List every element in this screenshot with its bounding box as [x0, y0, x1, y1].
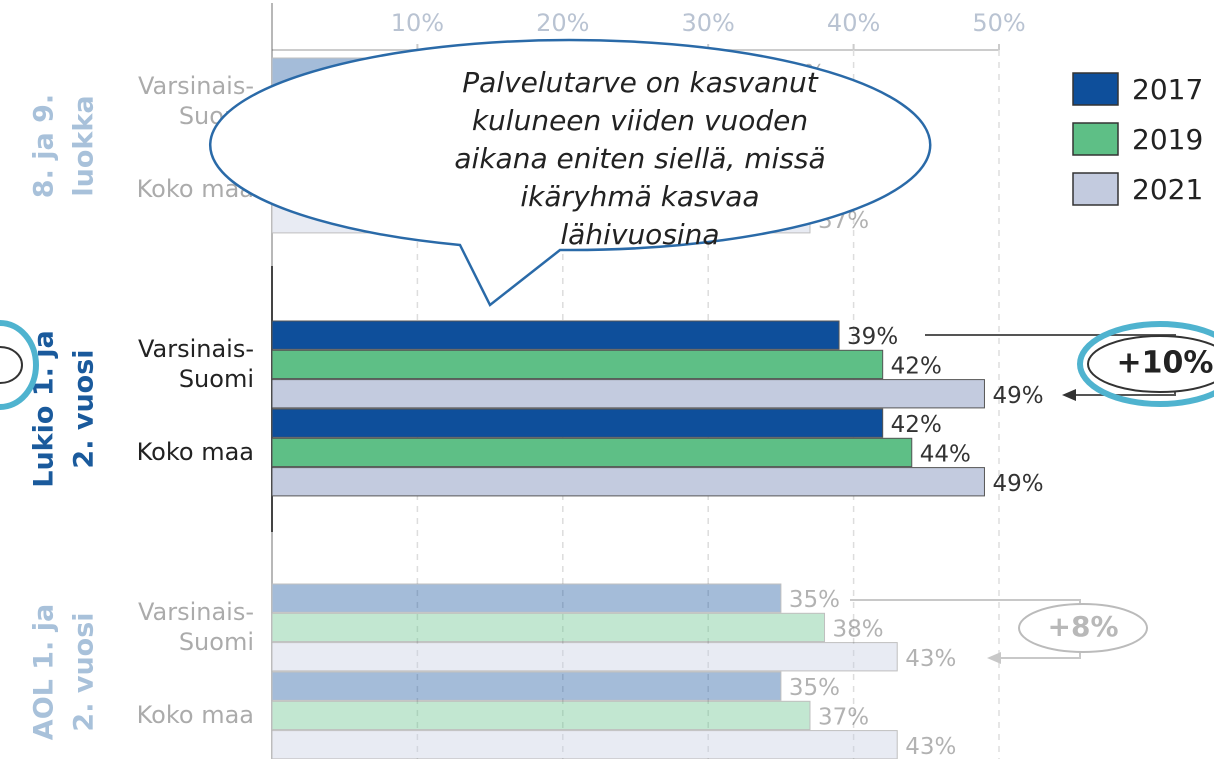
x-tick-label: 30%: [682, 9, 735, 37]
callout-text: ikäryhmä kasvaa: [520, 180, 759, 213]
bar: [271, 583, 782, 613]
group-label: 8. ja 9.: [29, 94, 60, 198]
category-label: Suomi: [179, 628, 254, 656]
callout-text: aikana eniten siellä, missä: [454, 142, 825, 175]
highlight-ring: [1077, 321, 1214, 407]
legend-label: 2021: [1132, 173, 1203, 206]
x-tick-label: 40%: [827, 9, 880, 37]
value-label: 44%: [920, 441, 971, 467]
category-label: Varsinais-: [138, 72, 254, 100]
bar: [271, 437, 913, 468]
x-tick-label: 50%: [972, 9, 1025, 37]
bar: [271, 349, 884, 380]
annotation: +8%: [1048, 610, 1119, 643]
connectors: +10% +8%: [0, 320, 1214, 664]
bar: [271, 320, 840, 350]
value-label: 37%: [818, 704, 869, 730]
category-label: Koko maa: [137, 438, 254, 466]
category-label: Suomi: [179, 365, 254, 393]
legend-swatch: [1072, 172, 1119, 206]
category-label: Varsinais-: [138, 335, 254, 363]
callout-text: Palvelutarve on kasvanut: [462, 66, 818, 99]
value-label: 38%: [833, 616, 884, 642]
group: Lukio 1. ja 2. vuosiVarsinais-Suomi39%42%…: [29, 266, 1044, 532]
x-tick-label: 10%: [391, 9, 444, 37]
group-label: luokka: [69, 95, 100, 196]
annotation: +10%: [1117, 346, 1214, 381]
group: AOL 1. ja 2. vuosi Varsinais-Suomi 35% 38% 43…: [29, 529, 956, 759]
bar: [271, 467, 985, 497]
callout: Palvelutarve on kasvanut kuluneen viiden …: [208, 38, 932, 307]
value-label: 35%: [789, 587, 840, 613]
legend-label: 2019: [1132, 123, 1203, 156]
legend-label: 2017: [1132, 73, 1203, 106]
value-label: 43%: [905, 646, 956, 672]
callout-text: lähivuosina: [560, 218, 719, 251]
annotation-oval: [1087, 335, 1214, 393]
annotation-oval: [1018, 603, 1148, 653]
group-label: AOL 1. ja: [29, 604, 60, 740]
category-label: Koko maa: [137, 701, 254, 729]
value-label: 42%: [891, 353, 942, 379]
arrow-head: [987, 652, 1001, 664]
bar: [271, 730, 898, 759]
value-label: 49%: [992, 383, 1043, 409]
bar: [271, 379, 985, 409]
arrow-head: [1062, 389, 1076, 401]
bar: [271, 408, 884, 438]
value-label: 49%: [992, 471, 1043, 497]
bar: [271, 642, 898, 672]
value-label: 39%: [847, 324, 898, 350]
highlight-ring: [0, 320, 39, 410]
bar: [271, 671, 782, 701]
callout-text: kuluneen viiden vuoden: [472, 104, 808, 137]
value-label: 35%: [789, 675, 840, 701]
value-label: 42%: [891, 412, 942, 438]
plot: 10% 20% 30% 40% 50%8. ja 9. luokkaVarsinais-S…: [29, 3, 1203, 759]
callout-bubble: [208, 38, 932, 307]
x-tick-label: 20%: [536, 9, 589, 37]
category-label: Varsinais-: [138, 598, 254, 626]
legend-swatch: [1072, 122, 1119, 156]
group-label: 2. vuosi: [69, 612, 100, 731]
group-label: 2. vuosi: [69, 349, 100, 468]
value-label: 43%: [905, 734, 956, 759]
legend-swatch: [1072, 72, 1119, 106]
bar: [271, 700, 811, 731]
annotation-oval: [0, 346, 23, 384]
bar: [271, 612, 826, 643]
